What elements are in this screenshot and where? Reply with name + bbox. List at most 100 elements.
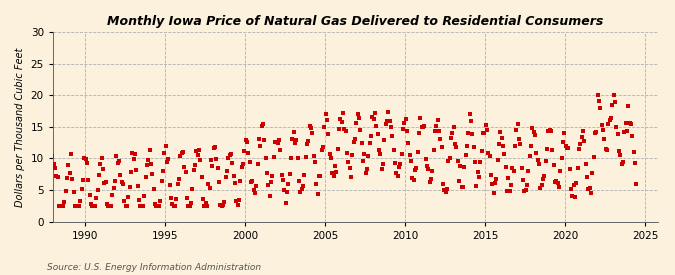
Point — [219, 200, 230, 204]
Point — [143, 157, 154, 162]
Point — [75, 199, 86, 203]
Point — [272, 141, 283, 145]
Point — [495, 130, 506, 134]
Point — [448, 124, 459, 129]
Point — [159, 151, 169, 156]
Point — [483, 150, 493, 155]
Point — [216, 204, 227, 208]
Point — [570, 195, 580, 199]
Point — [86, 202, 97, 207]
Point — [616, 162, 627, 166]
Point — [466, 119, 477, 123]
Point — [184, 204, 195, 208]
Point — [131, 167, 142, 172]
Point — [464, 112, 475, 116]
Point — [462, 144, 472, 149]
Point — [552, 181, 563, 186]
Point — [130, 151, 140, 156]
Point — [34, 156, 45, 161]
Point — [225, 152, 236, 157]
Point — [450, 142, 460, 146]
Point — [470, 160, 481, 164]
Point — [437, 182, 448, 186]
Point — [277, 177, 288, 182]
Point — [186, 201, 196, 206]
Point — [590, 131, 601, 136]
Point — [572, 166, 583, 170]
Point — [611, 124, 622, 129]
Point — [452, 159, 463, 163]
Point — [431, 123, 441, 128]
Point — [182, 196, 192, 200]
Point — [415, 116, 426, 120]
Point — [328, 174, 339, 178]
Point — [97, 166, 108, 171]
Point — [280, 200, 291, 205]
Point — [265, 180, 276, 185]
Point — [549, 180, 560, 185]
Point — [394, 165, 404, 169]
Point — [200, 200, 211, 205]
Point — [447, 130, 458, 135]
Point — [531, 151, 542, 155]
Point — [444, 156, 455, 161]
Point — [518, 178, 529, 182]
Point — [456, 185, 467, 189]
Point — [294, 178, 304, 183]
Point — [383, 110, 394, 114]
Point — [516, 166, 527, 170]
Point — [512, 122, 523, 126]
Point — [191, 149, 202, 153]
Point — [211, 157, 221, 161]
Point — [408, 178, 419, 182]
Point — [83, 177, 94, 182]
Point — [579, 139, 590, 143]
Point — [195, 158, 206, 163]
Point — [227, 161, 238, 166]
Point — [251, 184, 262, 188]
Point — [362, 166, 373, 171]
Point — [527, 126, 538, 131]
Point — [377, 162, 388, 166]
Point — [320, 112, 331, 116]
Point — [510, 144, 520, 148]
Point — [128, 156, 139, 161]
Point — [500, 164, 511, 169]
Point — [180, 169, 191, 174]
Point — [468, 145, 479, 149]
Point — [537, 177, 548, 181]
Point — [566, 187, 576, 191]
Point — [144, 147, 155, 152]
Point — [583, 187, 594, 192]
Point — [534, 161, 545, 166]
Point — [295, 190, 306, 194]
Point — [146, 172, 157, 176]
Point — [45, 169, 56, 173]
Point — [153, 204, 164, 208]
Point — [221, 169, 232, 174]
Point — [263, 183, 273, 188]
Point — [169, 204, 180, 208]
Point — [576, 134, 587, 139]
Point — [547, 148, 558, 152]
Point — [111, 153, 122, 158]
Point — [255, 144, 266, 148]
Point — [575, 141, 586, 146]
Point — [88, 204, 99, 208]
Point — [340, 129, 351, 133]
Point — [608, 93, 619, 98]
Point — [543, 129, 554, 133]
Point — [526, 144, 537, 149]
Point — [623, 104, 634, 109]
Point — [134, 198, 144, 202]
Point — [441, 187, 452, 191]
Point — [47, 153, 57, 158]
Point — [132, 183, 143, 188]
Point — [299, 173, 310, 177]
Point — [619, 130, 630, 134]
Point — [560, 143, 571, 148]
Point — [292, 156, 303, 160]
Point — [163, 156, 173, 161]
Point — [564, 167, 575, 172]
Point — [479, 131, 490, 136]
